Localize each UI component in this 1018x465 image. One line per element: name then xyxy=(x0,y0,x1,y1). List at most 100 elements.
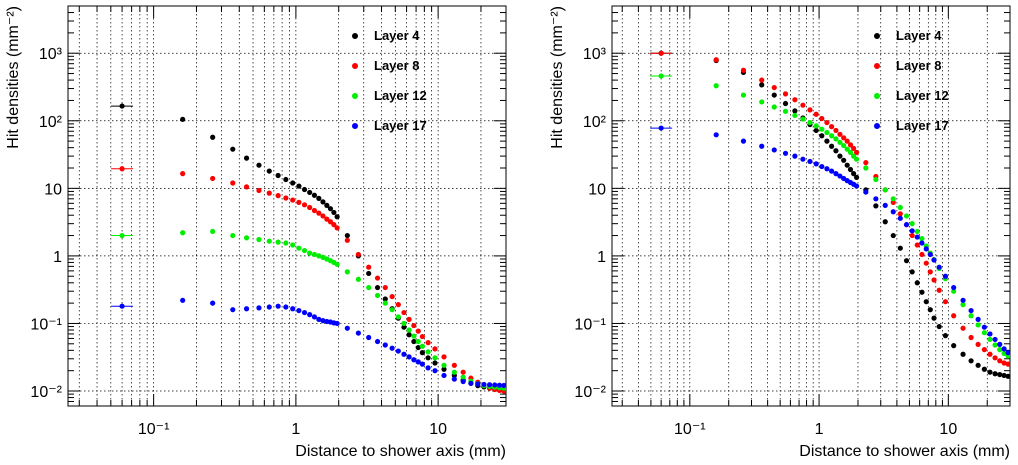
data-point xyxy=(800,116,806,122)
data-point xyxy=(847,149,854,156)
data-point xyxy=(914,228,920,235)
data-point xyxy=(807,119,813,126)
data-point xyxy=(406,354,412,360)
ticks xyxy=(68,6,506,406)
data-point xyxy=(290,197,296,203)
data-point xyxy=(355,251,361,258)
data-point xyxy=(897,211,903,217)
legend-label: Layer 8 xyxy=(374,58,420,73)
series-group xyxy=(111,103,506,394)
data-point xyxy=(1001,350,1007,357)
data-point xyxy=(903,258,910,264)
x-tick-label: 10 xyxy=(429,421,447,438)
data-point xyxy=(119,232,125,239)
data-point xyxy=(324,216,330,222)
data-point xyxy=(460,378,466,385)
data-point xyxy=(759,99,765,105)
data-point xyxy=(401,309,407,316)
data-point xyxy=(1005,361,1010,367)
data-point xyxy=(243,184,250,190)
data-point xyxy=(851,171,857,177)
data-point xyxy=(307,189,313,196)
data-point xyxy=(819,126,825,132)
data-point xyxy=(960,351,966,357)
data-point xyxy=(415,328,421,334)
data-point xyxy=(389,307,395,313)
data-point xyxy=(296,183,302,189)
data-point xyxy=(334,320,340,327)
data-point xyxy=(307,204,313,211)
data-point xyxy=(180,230,186,236)
data-point xyxy=(451,376,457,382)
data-point xyxy=(841,135,847,141)
data-point xyxy=(492,382,498,388)
data-point xyxy=(987,369,993,375)
series-layer-12 xyxy=(111,228,506,391)
data-point xyxy=(981,324,987,330)
data-point xyxy=(890,199,896,205)
data-point xyxy=(890,232,896,239)
data-point xyxy=(415,359,421,365)
data-point xyxy=(890,196,896,202)
legend-label: Layer 12 xyxy=(896,88,949,103)
data-point xyxy=(316,253,322,259)
ticks xyxy=(612,6,1010,406)
x-axis-title: Distance to shower axis (mm) xyxy=(799,443,1010,460)
data-point xyxy=(759,82,765,88)
data-point xyxy=(411,338,417,345)
data-point xyxy=(903,213,910,219)
data-point xyxy=(923,299,929,305)
data-point xyxy=(713,83,719,89)
data-point xyxy=(275,172,281,179)
y-tick-label: 10⁻² xyxy=(30,384,62,401)
data-point xyxy=(290,242,296,248)
x-axis-title: Distance to shower axis (mm) xyxy=(295,443,506,460)
y-tick-label: 10⁻¹ xyxy=(574,316,606,333)
data-point xyxy=(914,242,920,248)
data-point xyxy=(1001,346,1007,352)
data-point xyxy=(406,316,412,322)
data-point xyxy=(432,360,438,366)
data-point xyxy=(1005,373,1010,379)
data-point xyxy=(782,91,789,97)
data-point xyxy=(307,250,313,256)
data-point xyxy=(327,206,334,212)
data-point xyxy=(296,245,302,251)
data-point xyxy=(968,334,974,341)
x-tick-label: 1 xyxy=(815,421,824,438)
data-point xyxy=(931,315,937,321)
x-tick-label: 1 xyxy=(291,421,300,438)
data-point xyxy=(119,103,125,109)
data-point xyxy=(283,304,289,310)
data-point xyxy=(180,171,186,177)
data-point xyxy=(951,313,957,319)
data-point xyxy=(919,251,925,258)
data-point xyxy=(800,102,806,108)
data-point xyxy=(897,204,903,211)
data-point xyxy=(334,214,340,220)
data-point xyxy=(960,297,966,303)
data-point xyxy=(740,92,747,98)
data-point xyxy=(919,236,925,242)
series-layer-4 xyxy=(650,50,1010,379)
data-point xyxy=(833,136,839,142)
data-point xyxy=(406,327,412,333)
data-point xyxy=(344,237,350,243)
series-layer-4 xyxy=(111,103,506,393)
data-point xyxy=(771,84,777,91)
y-tick-label: 10 xyxy=(588,181,606,198)
data-point xyxy=(374,284,381,291)
data-point xyxy=(882,187,888,193)
data-point xyxy=(658,125,664,131)
data-point xyxy=(824,119,830,126)
data-point xyxy=(863,165,869,171)
data-point xyxy=(847,142,854,148)
data-point xyxy=(833,127,839,134)
data-point xyxy=(853,174,860,181)
data-point xyxy=(243,235,250,241)
data-point xyxy=(316,210,322,216)
data-point xyxy=(266,304,272,310)
data-point xyxy=(882,219,888,225)
data-point xyxy=(824,138,830,144)
